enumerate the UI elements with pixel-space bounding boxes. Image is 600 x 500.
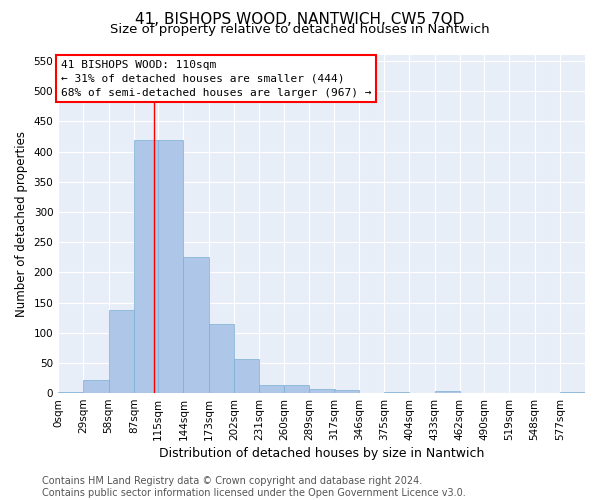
Bar <box>83 380 109 393</box>
Bar <box>134 140 159 393</box>
Bar <box>209 324 234 393</box>
Bar <box>259 385 284 393</box>
Bar <box>310 389 335 393</box>
Bar <box>158 140 184 393</box>
Y-axis label: Number of detached properties: Number of detached properties <box>15 131 28 317</box>
Bar <box>184 257 209 393</box>
Text: Contains HM Land Registry data © Crown copyright and database right 2024.
Contai: Contains HM Land Registry data © Crown c… <box>42 476 466 498</box>
Bar <box>58 392 83 393</box>
Bar <box>284 384 310 393</box>
Bar <box>560 392 585 393</box>
Bar <box>434 392 460 393</box>
Bar <box>109 310 134 393</box>
Text: Size of property relative to detached houses in Nantwich: Size of property relative to detached ho… <box>110 24 490 36</box>
Bar <box>234 358 259 393</box>
Text: 41, BISHOPS WOOD, NANTWICH, CW5 7QD: 41, BISHOPS WOOD, NANTWICH, CW5 7QD <box>136 12 464 28</box>
Bar <box>334 390 359 393</box>
Bar <box>384 392 409 393</box>
Text: 41 BISHOPS WOOD: 110sqm
← 31% of detached houses are smaller (444)
68% of semi-d: 41 BISHOPS WOOD: 110sqm ← 31% of detache… <box>61 60 371 98</box>
X-axis label: Distribution of detached houses by size in Nantwich: Distribution of detached houses by size … <box>159 447 484 460</box>
